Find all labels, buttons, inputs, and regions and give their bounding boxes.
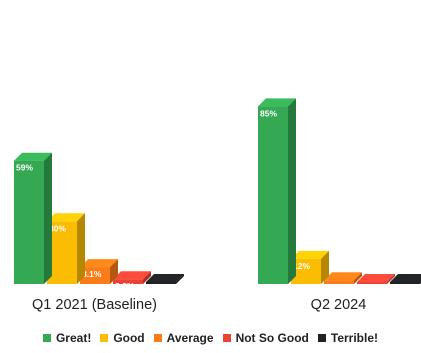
data-label: 1.8% [326, 282, 346, 292]
bar-top-face [146, 274, 184, 282]
bar-0-2: 8.1% [80, 259, 118, 284]
bar-1-2: 1.8% [324, 272, 362, 292]
legend-label: Terrible! [330, 331, 379, 345]
legend-label: Not So Good [235, 331, 309, 345]
bar-front-face [80, 267, 110, 284]
bar-front-face [357, 282, 387, 284]
legend-item: Good [100, 331, 145, 345]
bar-top-face [14, 152, 52, 161]
legend-label: Good [113, 331, 145, 345]
bar-front-face [324, 280, 354, 284]
data-label: 12% [293, 261, 310, 271]
legend-swatch [153, 334, 162, 342]
bar-0-1: 30% [47, 213, 85, 284]
bar-top-face [258, 98, 296, 107]
data-label: 8.1% [82, 269, 102, 279]
bar-front-face [146, 282, 176, 284]
bar-front-face [113, 279, 143, 284]
bar-1-0: 85% [258, 98, 296, 284]
category-label: Q1 2021 (Baseline) [32, 297, 157, 313]
category-label: Q2 2024 [311, 297, 367, 313]
legend-swatch [222, 334, 231, 342]
data-label: 59% [16, 163, 33, 173]
data-label: .3% [148, 284, 163, 294]
bar-side-face [110, 259, 118, 284]
data-label: 85% [260, 108, 277, 118]
legend-swatch [42, 334, 51, 342]
bar-top-face [357, 274, 395, 282]
bar-1-4: .1% [390, 274, 421, 294]
legend-item: Terrible! [317, 331, 379, 345]
bar-side-face [288, 98, 296, 284]
legend-item: Average [153, 331, 214, 345]
data-label: .8% [359, 284, 374, 294]
bar-side-face [77, 213, 85, 284]
bar-side-face [143, 271, 151, 284]
bar-1-1: 12% [291, 250, 329, 284]
bar-front-face [258, 106, 288, 284]
data-label: .1% [392, 284, 407, 294]
data-label: 2.3% [115, 281, 135, 291]
bar-0-3: 2.3% [113, 271, 151, 291]
bar-side-face [354, 272, 362, 284]
category-labels: Q1 2021 (Baseline) Q2 2024 [32, 297, 366, 313]
bar-0-4: .3% [146, 274, 184, 294]
bar-side-face [321, 250, 329, 284]
bar-side-face [44, 152, 52, 284]
legend-swatch [317, 334, 326, 342]
legend: Great! Good Average Not So Good Terrible! [0, 329, 421, 347]
bar-1-3: .8% [357, 274, 395, 294]
bar-side-face [387, 274, 395, 284]
bar-top-face [80, 259, 118, 268]
legend-label: Great! [55, 331, 92, 345]
bar-top-face [291, 250, 329, 259]
bar-top-face [390, 274, 421, 282]
data-label: 30% [49, 223, 66, 233]
legend-swatch [100, 334, 109, 342]
legend-item: Great! [42, 331, 92, 345]
bar-0-0: 59% [14, 152, 52, 284]
legend-label: Average [166, 331, 214, 345]
bar-top-face [47, 213, 85, 222]
bar-front-face [390, 282, 420, 284]
legend-item: Not So Good [222, 331, 309, 345]
bar-side-face [176, 274, 184, 284]
bar-top-face [113, 271, 151, 280]
bar-top-face [324, 272, 362, 281]
bars-group: .3% 2.3% 8.1% 30% 59% .1% .8% 1.8% 12% 85% [14, 98, 421, 294]
bar-front-face [14, 160, 44, 284]
